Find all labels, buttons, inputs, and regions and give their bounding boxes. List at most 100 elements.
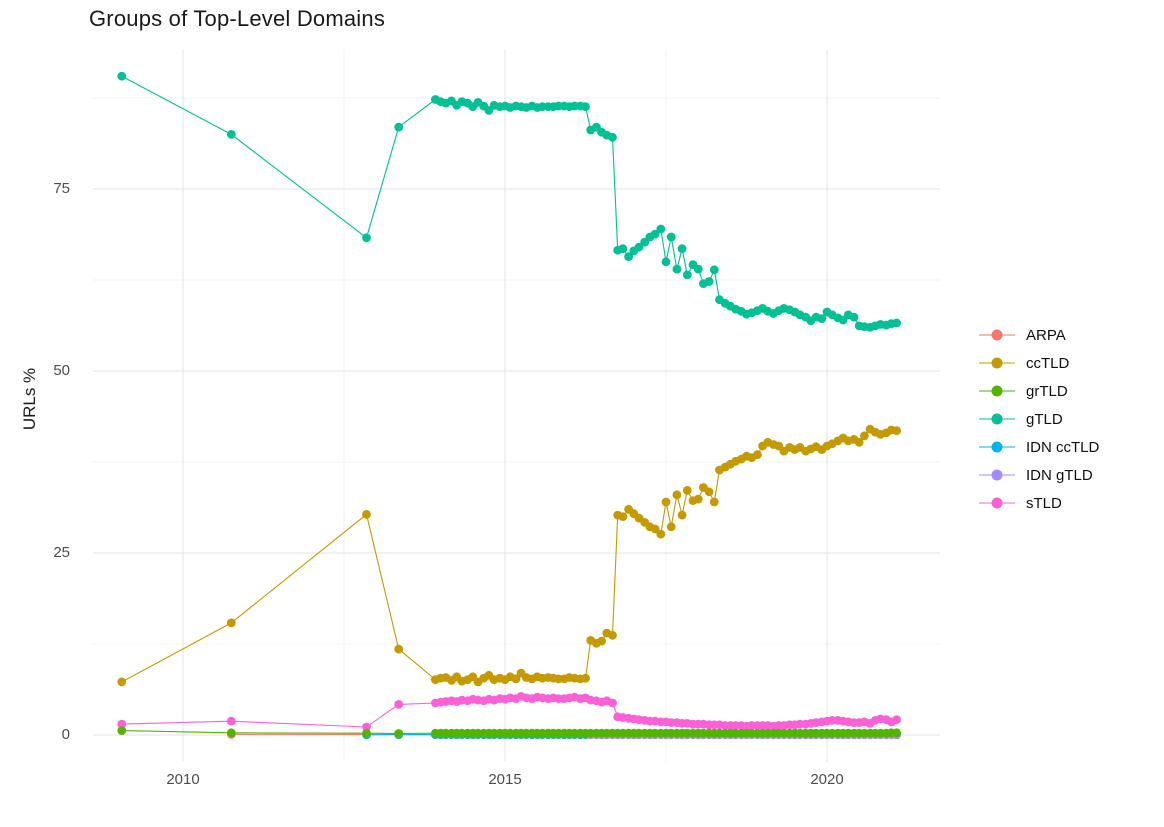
legend-key-icon — [979, 440, 1015, 454]
series-points-grTLD — [117, 726, 901, 738]
data-point — [709, 497, 719, 507]
x-tick-label: 2020 — [810, 771, 844, 788]
y-tick-label: 50 — [53, 362, 70, 379]
y-tick-label: 75 — [53, 180, 70, 197]
data-point — [634, 242, 644, 252]
data-point — [661, 497, 671, 507]
series-points-sTLD — [117, 692, 901, 732]
data-point — [672, 490, 682, 500]
x-tick-label: 2010 — [166, 771, 200, 788]
x-tick-label: 2015 — [488, 771, 522, 788]
legend-label: IDN gTLD — [1026, 466, 1093, 484]
legend-key-icon — [979, 468, 1015, 482]
legend-label: gTLD — [1026, 410, 1063, 428]
series-line-gTLD — [121, 75, 897, 328]
data-point — [860, 431, 869, 441]
legend-dot-swatch — [991, 469, 1003, 481]
data-point — [362, 233, 371, 243]
data-point — [581, 673, 590, 683]
data-point — [608, 630, 617, 640]
data-point — [394, 700, 404, 709]
data-point — [892, 715, 901, 725]
data-point — [117, 719, 127, 729]
legend-dot-swatch — [991, 441, 1003, 453]
legend-label: sTLD — [1026, 494, 1062, 512]
legend-dot-swatch — [991, 497, 1003, 509]
legend-label: IDN ccTLD — [1026, 438, 1100, 456]
legend-item-idn-gtld: IDN gTLD — [979, 461, 1099, 489]
data-point — [854, 437, 864, 447]
legend-dot-swatch — [991, 413, 1003, 425]
legend-dot-swatch — [991, 385, 1003, 397]
legend-label: grTLD — [1026, 382, 1068, 400]
data-point — [581, 102, 590, 112]
data-point — [849, 312, 859, 322]
data-point — [693, 494, 703, 504]
data-point — [117, 71, 127, 81]
data-point — [226, 728, 236, 738]
data-point — [892, 318, 901, 328]
data-point — [394, 122, 404, 132]
data-point — [677, 244, 687, 254]
data-point — [650, 524, 660, 534]
data-point — [892, 728, 901, 738]
data-point — [394, 729, 404, 738]
data-point — [362, 510, 371, 519]
data-point — [117, 677, 127, 687]
data-point — [817, 314, 827, 323]
legend-item-gtld: gTLD — [979, 405, 1099, 433]
data-point — [618, 244, 628, 254]
data-point — [704, 487, 714, 497]
data-point — [709, 265, 719, 275]
data-point — [608, 698, 617, 708]
legend: ARPA ccTLD grTLD gTLD IDN ccTLD IDN gTLD sTLD — [979, 321, 1099, 517]
data-point — [682, 486, 692, 495]
legend-label: ccTLD — [1026, 354, 1070, 372]
data-point — [362, 722, 371, 732]
data-point — [117, 726, 127, 735]
y-tick-label: 0 — [61, 726, 70, 743]
legend-key-icon — [979, 412, 1015, 426]
data-point — [666, 522, 676, 532]
data-point — [618, 512, 628, 521]
data-point — [704, 277, 714, 286]
legend-item-idn-cctld: IDN ccTLD — [979, 433, 1099, 461]
legend-key-icon — [979, 328, 1015, 342]
data-point — [661, 257, 671, 267]
legend-item-arpa: ARPA — [979, 321, 1099, 349]
data-point — [892, 426, 901, 436]
legend-dot-swatch — [991, 329, 1003, 341]
legend-item-stld: sTLD — [979, 489, 1099, 517]
data-point — [650, 229, 660, 239]
y-tick-label: 25 — [53, 544, 70, 561]
legend-item-cctld: ccTLD — [979, 349, 1099, 377]
data-point — [624, 252, 633, 262]
chart-title: Groups of Top-Level Domains — [89, 6, 386, 31]
series-points-ccTLD — [117, 424, 901, 687]
data-point — [608, 132, 617, 142]
series-points-gTLD — [117, 71, 901, 332]
data-point — [677, 510, 687, 520]
legend-key-icon — [979, 356, 1015, 370]
data-point — [226, 618, 236, 628]
data-point — [656, 529, 666, 539]
data-point — [672, 264, 682, 274]
data-point — [656, 224, 666, 234]
data-point — [226, 130, 236, 139]
data-point — [693, 264, 703, 274]
data-point — [682, 270, 692, 280]
legend-key-icon — [979, 496, 1015, 510]
data-point — [511, 674, 521, 684]
data-point — [226, 716, 236, 726]
data-point — [666, 232, 676, 242]
legend-label: ARPA — [1026, 326, 1066, 344]
data-point — [753, 450, 762, 460]
legend-item-grtld: grTLD — [979, 377, 1099, 405]
legend-dot-swatch — [991, 357, 1003, 369]
data-point — [362, 728, 371, 738]
data-point — [597, 636, 606, 646]
data-point — [394, 644, 404, 654]
legend-key-icon — [979, 384, 1015, 398]
